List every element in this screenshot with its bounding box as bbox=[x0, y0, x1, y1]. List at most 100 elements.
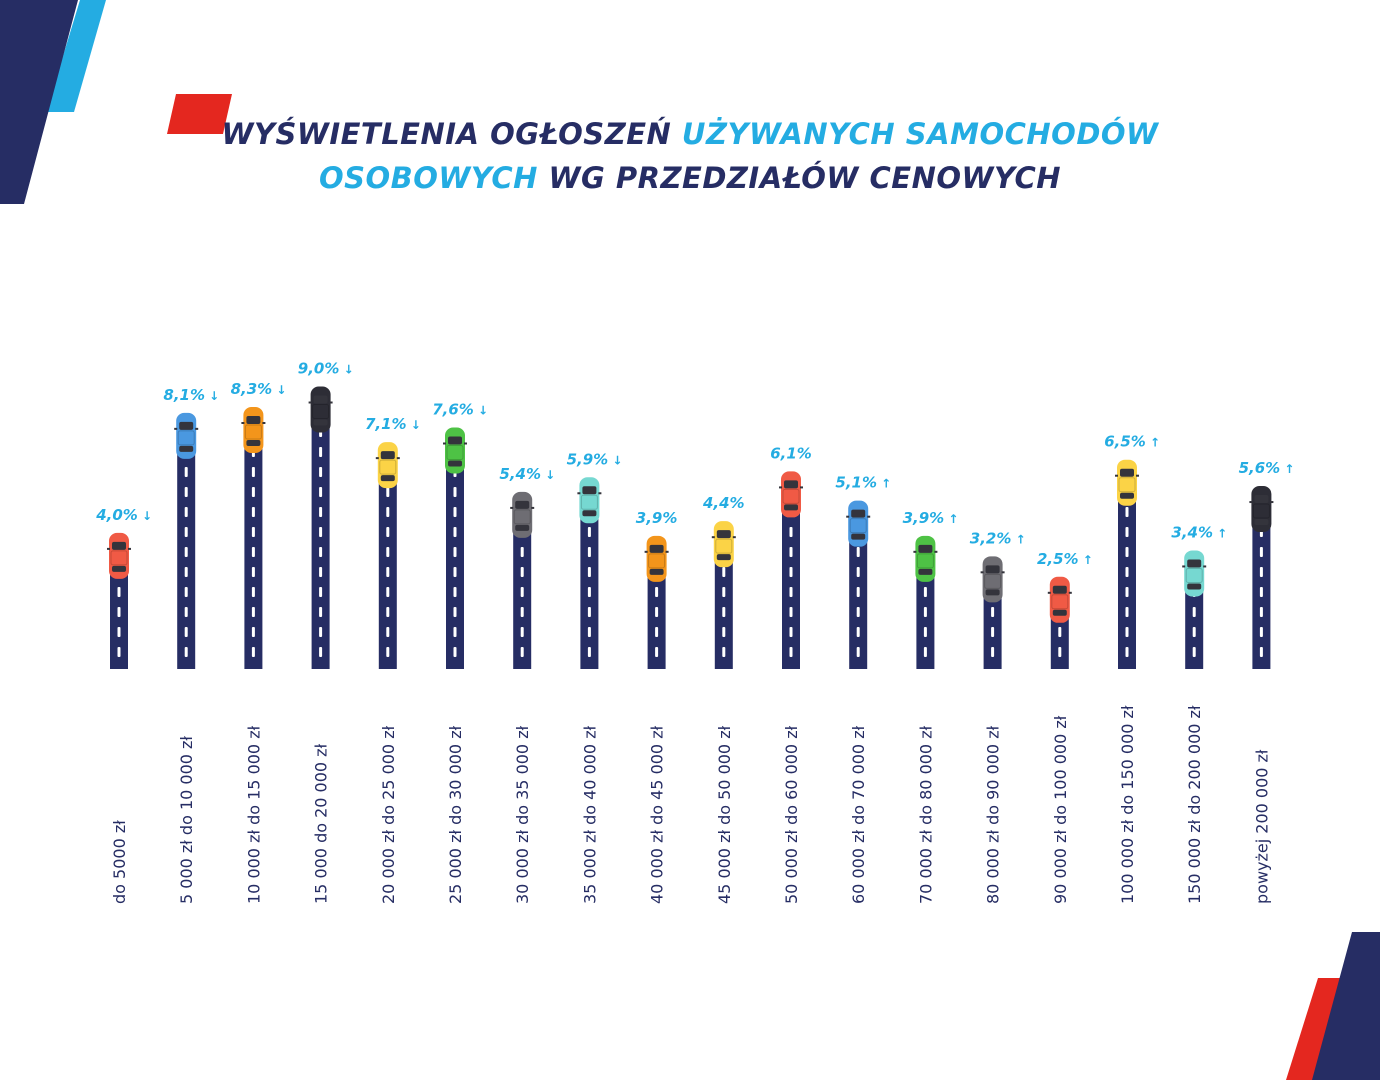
car-mirror bbox=[464, 442, 467, 445]
car-mirror bbox=[329, 401, 333, 404]
lane-dash bbox=[1192, 647, 1196, 657]
category-label: 25 000 zł do 30 000 zł bbox=[446, 725, 465, 904]
lane-dash bbox=[1125, 547, 1129, 557]
value-label: 6,5% bbox=[1104, 433, 1146, 451]
car-icon bbox=[1115, 459, 1139, 506]
car-roof bbox=[648, 553, 666, 569]
lane-dash bbox=[319, 567, 323, 577]
car-rear-window bbox=[1052, 609, 1067, 616]
car-windshield bbox=[179, 421, 194, 430]
car-mirror bbox=[241, 422, 245, 424]
lane-dash bbox=[1192, 627, 1196, 637]
lane-dash bbox=[1125, 607, 1129, 617]
lane-dash bbox=[923, 627, 927, 637]
value-label: 3,9% bbox=[903, 509, 945, 527]
lane-dash bbox=[386, 567, 390, 577]
trend-arrow-icon: ↓ bbox=[612, 453, 622, 467]
car-icon bbox=[980, 556, 1005, 603]
lane-dash bbox=[251, 567, 255, 577]
lane-dash bbox=[789, 647, 793, 657]
lane-dash bbox=[789, 607, 793, 617]
lane-dash bbox=[1125, 587, 1129, 597]
car-windshield bbox=[246, 416, 261, 424]
lane-dash bbox=[251, 627, 255, 637]
category-label: 35 000 zł do 40 000 zł bbox=[580, 725, 599, 904]
road-bar bbox=[782, 490, 800, 669]
lane-dash bbox=[991, 627, 995, 637]
lane-dash bbox=[1259, 647, 1263, 657]
lane-dash bbox=[789, 547, 793, 557]
lane-dash bbox=[184, 487, 188, 497]
category-label: 40 000 zł do 45 000 zł bbox=[648, 725, 667, 904]
value-label: 5,4% bbox=[499, 465, 541, 483]
lane-dash bbox=[856, 587, 860, 597]
trend-arrow-icon: ↓ bbox=[142, 509, 152, 523]
lane-dash bbox=[520, 607, 524, 617]
lane-dash bbox=[520, 647, 524, 657]
value-label: 8,1% bbox=[163, 386, 205, 404]
trend-arrow-icon: ↑ bbox=[881, 477, 891, 491]
lane-dash bbox=[117, 627, 121, 637]
car-windshield bbox=[649, 544, 664, 553]
lane-dash bbox=[520, 567, 524, 577]
car-mirror bbox=[665, 550, 669, 553]
car-windshield bbox=[380, 451, 395, 460]
car-roof bbox=[446, 444, 464, 460]
top-left-sky-stripe bbox=[46, 0, 106, 112]
trend-arrow-icon: ↓ bbox=[209, 389, 219, 403]
car-roof bbox=[312, 404, 330, 420]
category-label: 90 000 zł do 100 000 zł bbox=[1051, 715, 1070, 904]
bar-group: 5,1% ↑ 60 000 zł do 70 000 zł bbox=[835, 474, 891, 904]
lane-dash bbox=[184, 567, 188, 577]
value-label: 5,1% bbox=[835, 474, 877, 492]
lane-dash bbox=[386, 487, 390, 497]
car-mirror bbox=[396, 457, 400, 460]
lane-dash bbox=[923, 587, 927, 597]
title-red-accent bbox=[167, 94, 232, 134]
car-icon bbox=[107, 532, 131, 579]
car-mirror bbox=[510, 506, 514, 509]
category-label: do 5000 zł bbox=[110, 820, 129, 904]
car-mirror bbox=[598, 492, 602, 495]
lane-dash bbox=[655, 607, 659, 617]
value-label: 5,9% bbox=[567, 450, 609, 468]
car-mirror bbox=[375, 457, 379, 460]
lane-dash bbox=[722, 627, 726, 637]
trend-arrow-icon: ↑ bbox=[1284, 462, 1294, 476]
lane-dash bbox=[655, 627, 659, 637]
car-rear-window bbox=[918, 568, 933, 575]
car-mirror bbox=[867, 515, 871, 518]
car-mirror bbox=[128, 547, 131, 550]
lane-dash bbox=[319, 487, 323, 497]
car-icon bbox=[510, 491, 535, 538]
lane-dash bbox=[856, 567, 860, 577]
car-mirror bbox=[644, 550, 648, 553]
car-mirror bbox=[913, 550, 917, 553]
car-rear-window bbox=[380, 475, 395, 482]
title-part-1: WYŚWIETLENIA OGŁOSZEŃ bbox=[221, 117, 682, 151]
lane-dash bbox=[386, 607, 390, 617]
trend-arrow-icon: ↑ bbox=[1083, 553, 1093, 567]
lane-dash bbox=[117, 647, 121, 657]
car-windshield bbox=[985, 565, 1000, 574]
bar-group: 7,6% ↓ 25 000 zł do 30 000 zł bbox=[432, 400, 488, 904]
bar-group: 4,0% ↓ do 5000 zł bbox=[95, 506, 152, 904]
lane-dash bbox=[184, 467, 188, 477]
lane-dash bbox=[319, 547, 323, 557]
car-roof bbox=[244, 424, 262, 440]
car-roof bbox=[916, 553, 934, 569]
car-icon bbox=[308, 386, 333, 433]
car-rear-window bbox=[1187, 583, 1202, 590]
road-bar bbox=[378, 461, 397, 669]
car-mirror bbox=[732, 536, 736, 539]
category-label: 70 000 zł do 80 000 zł bbox=[916, 725, 935, 904]
car-mirror bbox=[711, 536, 715, 539]
lane-dash bbox=[386, 547, 390, 557]
car-rear-window bbox=[515, 524, 530, 531]
car-rear-window bbox=[649, 568, 664, 575]
car-rear-window bbox=[851, 533, 866, 540]
car-windshield bbox=[1120, 468, 1134, 477]
lane-dash bbox=[1259, 547, 1263, 557]
car-windshield bbox=[515, 500, 530, 509]
